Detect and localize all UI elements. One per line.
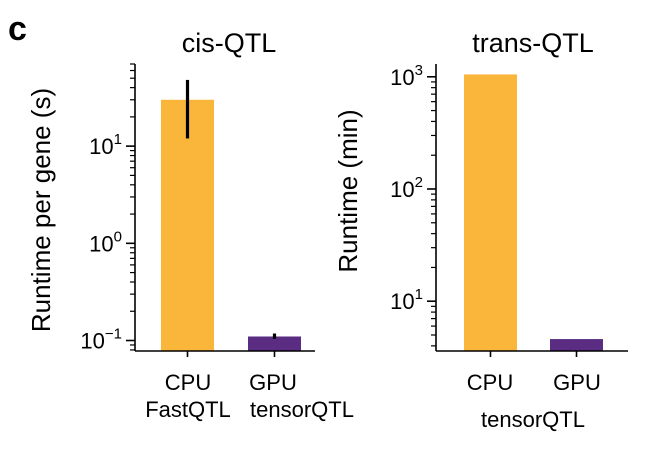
y-tick-label: 100 xyxy=(89,228,122,256)
bar-gpu xyxy=(248,336,301,351)
y-tick-label: 101 xyxy=(390,286,423,314)
y-tick-label: 102 xyxy=(390,174,423,202)
y-tick-label: 101 xyxy=(89,131,122,159)
chart-title: trans-QTL xyxy=(472,28,594,58)
x-tick-label: CPU xyxy=(467,370,513,395)
y-tick-label: 10−1 xyxy=(80,326,122,354)
bar-cpu xyxy=(161,99,214,351)
x-tick-label: CPU xyxy=(165,370,211,395)
chart-cis-qtl: cis-QTL Runtime per gene (s) 10110010−1 … xyxy=(26,28,354,422)
y-tick-label: 103 xyxy=(390,62,423,90)
bar-gpu xyxy=(550,339,603,351)
panel-label: c xyxy=(8,10,27,48)
group-label: tensorQTL xyxy=(481,407,585,432)
plot-area: 101 100 10−1 xyxy=(80,63,315,357)
x-tick-label: GPU xyxy=(553,370,601,395)
plot-area: 103 102 101 xyxy=(390,62,628,357)
y-axis-label: Runtime per gene (s) xyxy=(26,88,56,332)
x-tick-label: GPU xyxy=(249,370,297,395)
bar-cpu xyxy=(464,74,517,351)
group-label: FastQTL xyxy=(145,397,231,422)
chart-title: cis-QTL xyxy=(182,28,277,58)
chart-trans-qtl: trans-QTL Runtime (min) 103 102 101 CPU GP… xyxy=(333,28,628,432)
group-label: tensorQTL xyxy=(250,397,354,422)
y-axis-label: Runtime (min) xyxy=(333,109,363,272)
